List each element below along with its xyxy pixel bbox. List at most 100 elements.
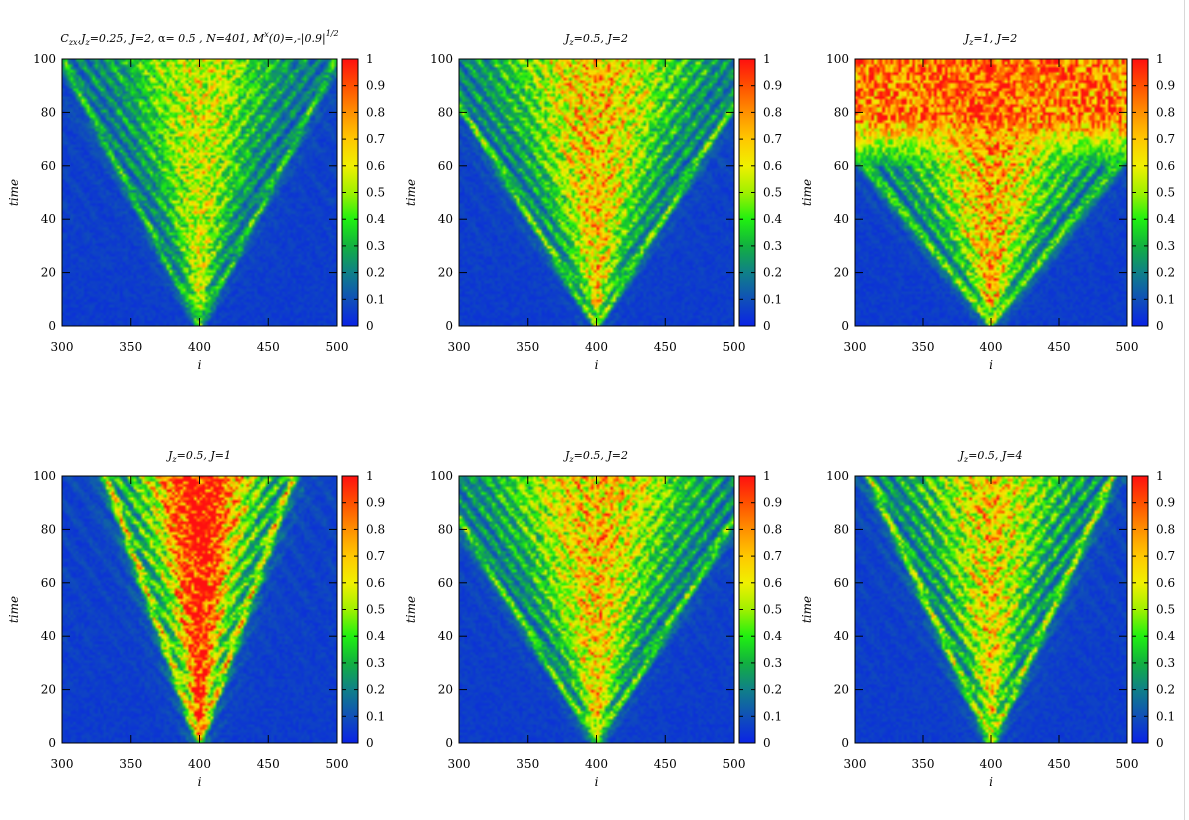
panel-title: Czx,Jz=0.25, J=2, α= 0.5 , N=401, Mx(0)=…: [60, 29, 338, 47]
colorbar-tick-label: 0.5: [763, 186, 782, 200]
y-tick-label: 60: [41, 159, 56, 173]
x-tick-label: 500: [723, 757, 746, 771]
x-tick-label: 300: [844, 757, 867, 771]
x-tick-label: 500: [1116, 757, 1139, 771]
colorbar-tick-label: 1: [366, 52, 374, 66]
page-edge-rule: [1184, 0, 1185, 820]
y-tick-label: 20: [438, 266, 453, 280]
x-tick-label: 450: [654, 340, 677, 354]
heatmap-panel-6: Jz=0.5, J=4 300 350 400 450 500 0 20 40 60 80 100 i t…: [800, 449, 1175, 789]
y-tick-label: 40: [41, 212, 56, 226]
colorbar-tick-label: 1: [763, 52, 771, 66]
heatmap-panel-1: Czx,Jz=0.25, J=2, α= 0.5 , N=401, Mx(0)=…: [7, 29, 385, 372]
colorbar-tick-label: 0.1: [763, 292, 782, 306]
y-tick-label: 0: [445, 319, 453, 333]
heatmap-panel-4: Jz=0.5, J=1 300 350 400 450 500 0 20 40 60 80 100 i t…: [7, 449, 385, 789]
colorbar-tick-label: 0.7: [366, 132, 385, 146]
y-tick-label: 100: [33, 52, 56, 66]
colorbar-tick-label: 0.8: [366, 105, 385, 119]
colorbar-tick-label: 0.6: [366, 159, 385, 173]
x-tick-label: 300: [448, 757, 471, 771]
y-tick-label: 60: [438, 159, 453, 173]
colorbar-tick-label: 0.6: [763, 159, 782, 173]
y-tick-label: 0: [48, 736, 56, 750]
colorbar-tick-label: 0.5: [366, 186, 385, 200]
x-tick-label: 450: [654, 757, 677, 771]
y-axis-label: time: [7, 596, 21, 623]
x-tick-label: 450: [1048, 340, 1071, 354]
y-tick-label: 100: [430, 52, 453, 66]
y-tick-label: 100: [826, 52, 849, 66]
colorbar-tick-label: 0.7: [1156, 549, 1175, 563]
colorbar-tick-label: 0.6: [1156, 159, 1175, 173]
colorbar-tick-label: 0.4: [763, 629, 782, 643]
heatmap-panel-2: Jz=0.5, J=2 300 350 400 450 500 0 20 40 60 80 100 i t…: [404, 32, 782, 372]
x-tick-label: 300: [844, 340, 867, 354]
colorbar-tick-label: 0.4: [366, 629, 385, 643]
x-tick-label: 350: [912, 340, 935, 354]
y-tick-label: 80: [41, 105, 56, 119]
colorbar-tick-label: 0: [763, 736, 771, 750]
colorbar-tick-label: 0.1: [1156, 292, 1175, 306]
x-tick-label: 400: [980, 757, 1003, 771]
colorbar-tick-label: 0.9: [1156, 496, 1175, 510]
y-axis-label: time: [800, 179, 814, 206]
colorbar-tick-label: 0.2: [1156, 266, 1175, 280]
colorbar-tick-label: 0.1: [366, 709, 385, 723]
y-axis-label: time: [404, 179, 418, 206]
x-axis-label: i: [595, 358, 599, 372]
colorbar-tick-label: 0: [366, 736, 374, 750]
heatmap-image: [62, 476, 337, 743]
panel-title: Jz=0.5, J=1: [166, 449, 231, 464]
colorbar-tick-label: 0.2: [366, 683, 385, 697]
heatmap-panel-5: Jz=0.5, J=2 300 350 400 450 500 0 20 40 60 80 100 i t…: [404, 449, 782, 789]
colorbar-tick-label: 0.9: [1156, 79, 1175, 93]
colorbar-tick-label: 0.2: [366, 266, 385, 280]
x-tick-label: 400: [585, 340, 608, 354]
colorbar-tick-label: 0: [763, 319, 771, 333]
panel-title: Jz=1, J=2: [963, 32, 1017, 47]
colorbar-tick-label: 0.1: [763, 709, 782, 723]
y-tick-label: 0: [841, 319, 849, 333]
y-tick-label: 20: [834, 266, 849, 280]
heatmap-image: [855, 59, 1127, 326]
y-tick-label: 60: [438, 576, 453, 590]
panel-title: Jz=0.5, J=4: [958, 449, 1023, 464]
colorbar-tick-label: 0.7: [366, 549, 385, 563]
colorbar-tick-label: 0: [366, 319, 374, 333]
heatmap-image: [855, 476, 1127, 743]
colorbar-tick-label: 0.4: [1156, 629, 1175, 643]
x-tick-label: 450: [257, 757, 280, 771]
colorbar-tick-label: 0.4: [763, 212, 782, 226]
colorbar-tick-label: 0.3: [1156, 656, 1175, 670]
colorbar-tick-label: 0.7: [763, 549, 782, 563]
colorbar-tick-label: 0.5: [1156, 186, 1175, 200]
y-tick-label: 0: [48, 319, 56, 333]
x-tick-label: 400: [188, 340, 211, 354]
x-tick-label: 350: [119, 340, 142, 354]
y-axis-label: time: [404, 596, 418, 623]
x-tick-label: 300: [51, 757, 74, 771]
y-tick-label: 20: [834, 683, 849, 697]
colorbar-tick-label: 1: [763, 469, 771, 483]
y-tick-label: 80: [41, 522, 56, 536]
y-tick-label: 100: [826, 469, 849, 483]
x-tick-label: 300: [448, 340, 471, 354]
heatmap-panel-3: Jz=1, J=2 300 350 400 450 500 0 20 40 60 80 100 i tim…: [800, 32, 1175, 372]
y-tick-label: 80: [834, 522, 849, 536]
colorbar-tick-label: 0.6: [366, 576, 385, 590]
colorbar-tick-label: 0.9: [763, 496, 782, 510]
colorbar-tick-label: 0.2: [1156, 683, 1175, 697]
x-axis-label: i: [595, 775, 599, 789]
colorbar-tick-label: 0.2: [763, 266, 782, 280]
colorbar-tick-label: 0.8: [763, 105, 782, 119]
x-tick-label: 400: [585, 757, 608, 771]
colorbar-tick-label: 0.3: [763, 239, 782, 253]
y-axis-label: time: [7, 179, 21, 206]
colorbar-tick-label: 0.7: [1156, 132, 1175, 146]
colorbar-tick-label: 0.9: [366, 79, 385, 93]
colorbar-tick-label: 0.4: [1156, 212, 1175, 226]
colorbar-tick-label: 0.3: [366, 656, 385, 670]
x-tick-label: 350: [516, 340, 539, 354]
x-tick-label: 350: [119, 757, 142, 771]
